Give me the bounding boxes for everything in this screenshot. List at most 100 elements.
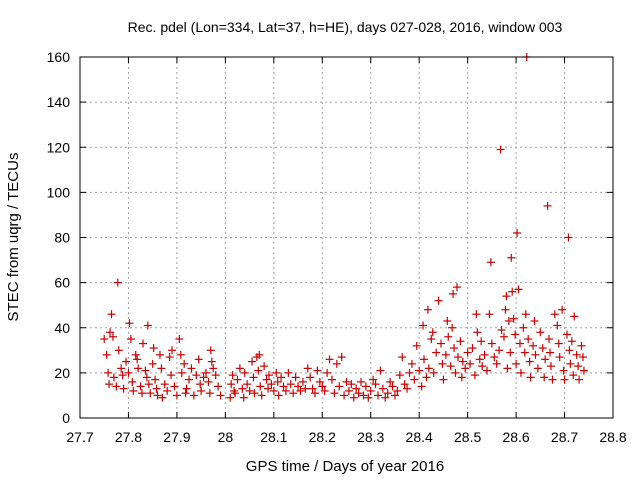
data-point xyxy=(284,368,293,377)
data-point xyxy=(204,377,213,386)
data-point xyxy=(446,362,455,371)
data-point xyxy=(466,359,475,368)
y-tick-labels: 0 20 40 60 80 100 120 140 160 xyxy=(47,49,71,426)
y-tick-label: 160 xyxy=(47,49,71,65)
data-point xyxy=(181,389,190,398)
x-axis-label: GPS time / Days of year 2016 xyxy=(246,458,444,475)
x-tick-label: 28.7 xyxy=(551,429,578,445)
data-point xyxy=(424,364,433,373)
data-point xyxy=(182,384,191,393)
data-point xyxy=(289,389,298,398)
data-point xyxy=(558,305,567,314)
data-point xyxy=(272,368,281,377)
data-point xyxy=(361,382,370,391)
data-point xyxy=(257,391,266,400)
x-tick-label: 28.1 xyxy=(260,429,287,445)
data-point xyxy=(119,384,128,393)
data-point xyxy=(143,321,152,330)
data-point xyxy=(320,386,329,395)
data-point xyxy=(506,348,515,357)
data-point xyxy=(383,389,392,398)
data-point xyxy=(423,305,432,314)
data-point xyxy=(546,362,555,371)
y-axis-label: STEC from uqrg / TECUs xyxy=(5,153,22,322)
data-point xyxy=(349,393,358,402)
data-point xyxy=(100,335,109,344)
data-point xyxy=(325,355,334,364)
data-point xyxy=(107,310,116,319)
y-tick-label: 60 xyxy=(54,275,70,291)
data-point xyxy=(478,362,487,371)
data-point xyxy=(196,380,205,389)
data-point xyxy=(239,393,248,402)
x-tick-label: 28.6 xyxy=(502,429,529,445)
data-point xyxy=(233,375,242,384)
data-point xyxy=(521,310,530,319)
data-point xyxy=(165,353,174,362)
data-point xyxy=(344,386,353,395)
data-point xyxy=(337,353,346,362)
data-point xyxy=(128,377,137,386)
data-points xyxy=(100,53,588,402)
data-point xyxy=(477,337,486,346)
data-point xyxy=(555,353,564,362)
x-tick-label: 28.5 xyxy=(454,429,481,445)
data-point xyxy=(538,344,547,353)
data-point xyxy=(146,389,155,398)
data-point xyxy=(214,382,223,391)
data-point xyxy=(264,371,273,380)
data-point xyxy=(308,384,317,393)
x-tick-label: 28.4 xyxy=(406,429,433,445)
data-point xyxy=(428,328,437,337)
data-point xyxy=(187,364,196,373)
data-point xyxy=(565,346,574,355)
data-point xyxy=(124,368,133,377)
data-point xyxy=(472,310,481,319)
data-point xyxy=(499,332,508,341)
data-point xyxy=(451,368,460,377)
data-point xyxy=(122,357,131,366)
data-point xyxy=(574,362,583,371)
data-point xyxy=(227,380,236,389)
data-point xyxy=(175,335,184,344)
data-point xyxy=(189,391,198,400)
data-point xyxy=(170,382,179,391)
data-point xyxy=(167,371,176,380)
data-point xyxy=(562,330,571,339)
data-point xyxy=(138,389,147,398)
data-point xyxy=(509,314,518,323)
data-point xyxy=(260,362,269,371)
data-point xyxy=(420,355,429,364)
data-point xyxy=(315,377,324,386)
data-point xyxy=(390,391,399,400)
data-point xyxy=(197,386,206,395)
x-tick-label: 28.2 xyxy=(309,429,336,445)
y-tick-label: 100 xyxy=(47,184,71,200)
data-point xyxy=(450,344,459,353)
x-tick-label: 28.8 xyxy=(599,429,626,445)
data-point xyxy=(318,382,327,391)
data-point xyxy=(578,353,587,362)
data-point xyxy=(388,382,397,391)
data-point xyxy=(118,371,127,380)
data-point xyxy=(432,348,441,357)
data-point xyxy=(463,348,472,357)
y-tick-label: 40 xyxy=(54,320,70,336)
data-point xyxy=(249,373,258,382)
data-point xyxy=(373,391,382,400)
data-point xyxy=(291,373,300,382)
data-point xyxy=(201,368,210,377)
data-point xyxy=(168,346,177,355)
data-point xyxy=(158,393,167,402)
data-point xyxy=(347,380,356,389)
data-point xyxy=(194,355,203,364)
data-point xyxy=(313,366,322,375)
data-point xyxy=(468,344,477,353)
data-point xyxy=(480,350,489,359)
data-point xyxy=(153,391,162,400)
data-point xyxy=(398,353,407,362)
data-point xyxy=(457,373,466,382)
data-point xyxy=(311,389,320,398)
data-point xyxy=(279,382,288,391)
data-point xyxy=(470,371,479,380)
